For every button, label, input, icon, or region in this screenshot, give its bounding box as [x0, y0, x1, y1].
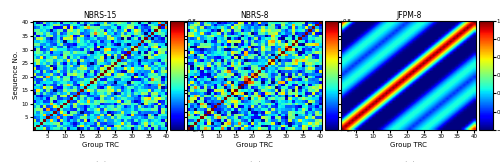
X-axis label: Group TRC: Group TRC — [82, 142, 118, 148]
Title: JFPM-8: JFPM-8 — [396, 11, 421, 20]
Y-axis label: Sequence No.: Sequence No. — [12, 51, 18, 99]
Title: NBRS-15: NBRS-15 — [84, 11, 116, 20]
X-axis label: Group TRC: Group TRC — [390, 142, 427, 148]
Title: NBRS-8: NBRS-8 — [240, 11, 268, 20]
X-axis label: Group TRC: Group TRC — [236, 142, 273, 148]
